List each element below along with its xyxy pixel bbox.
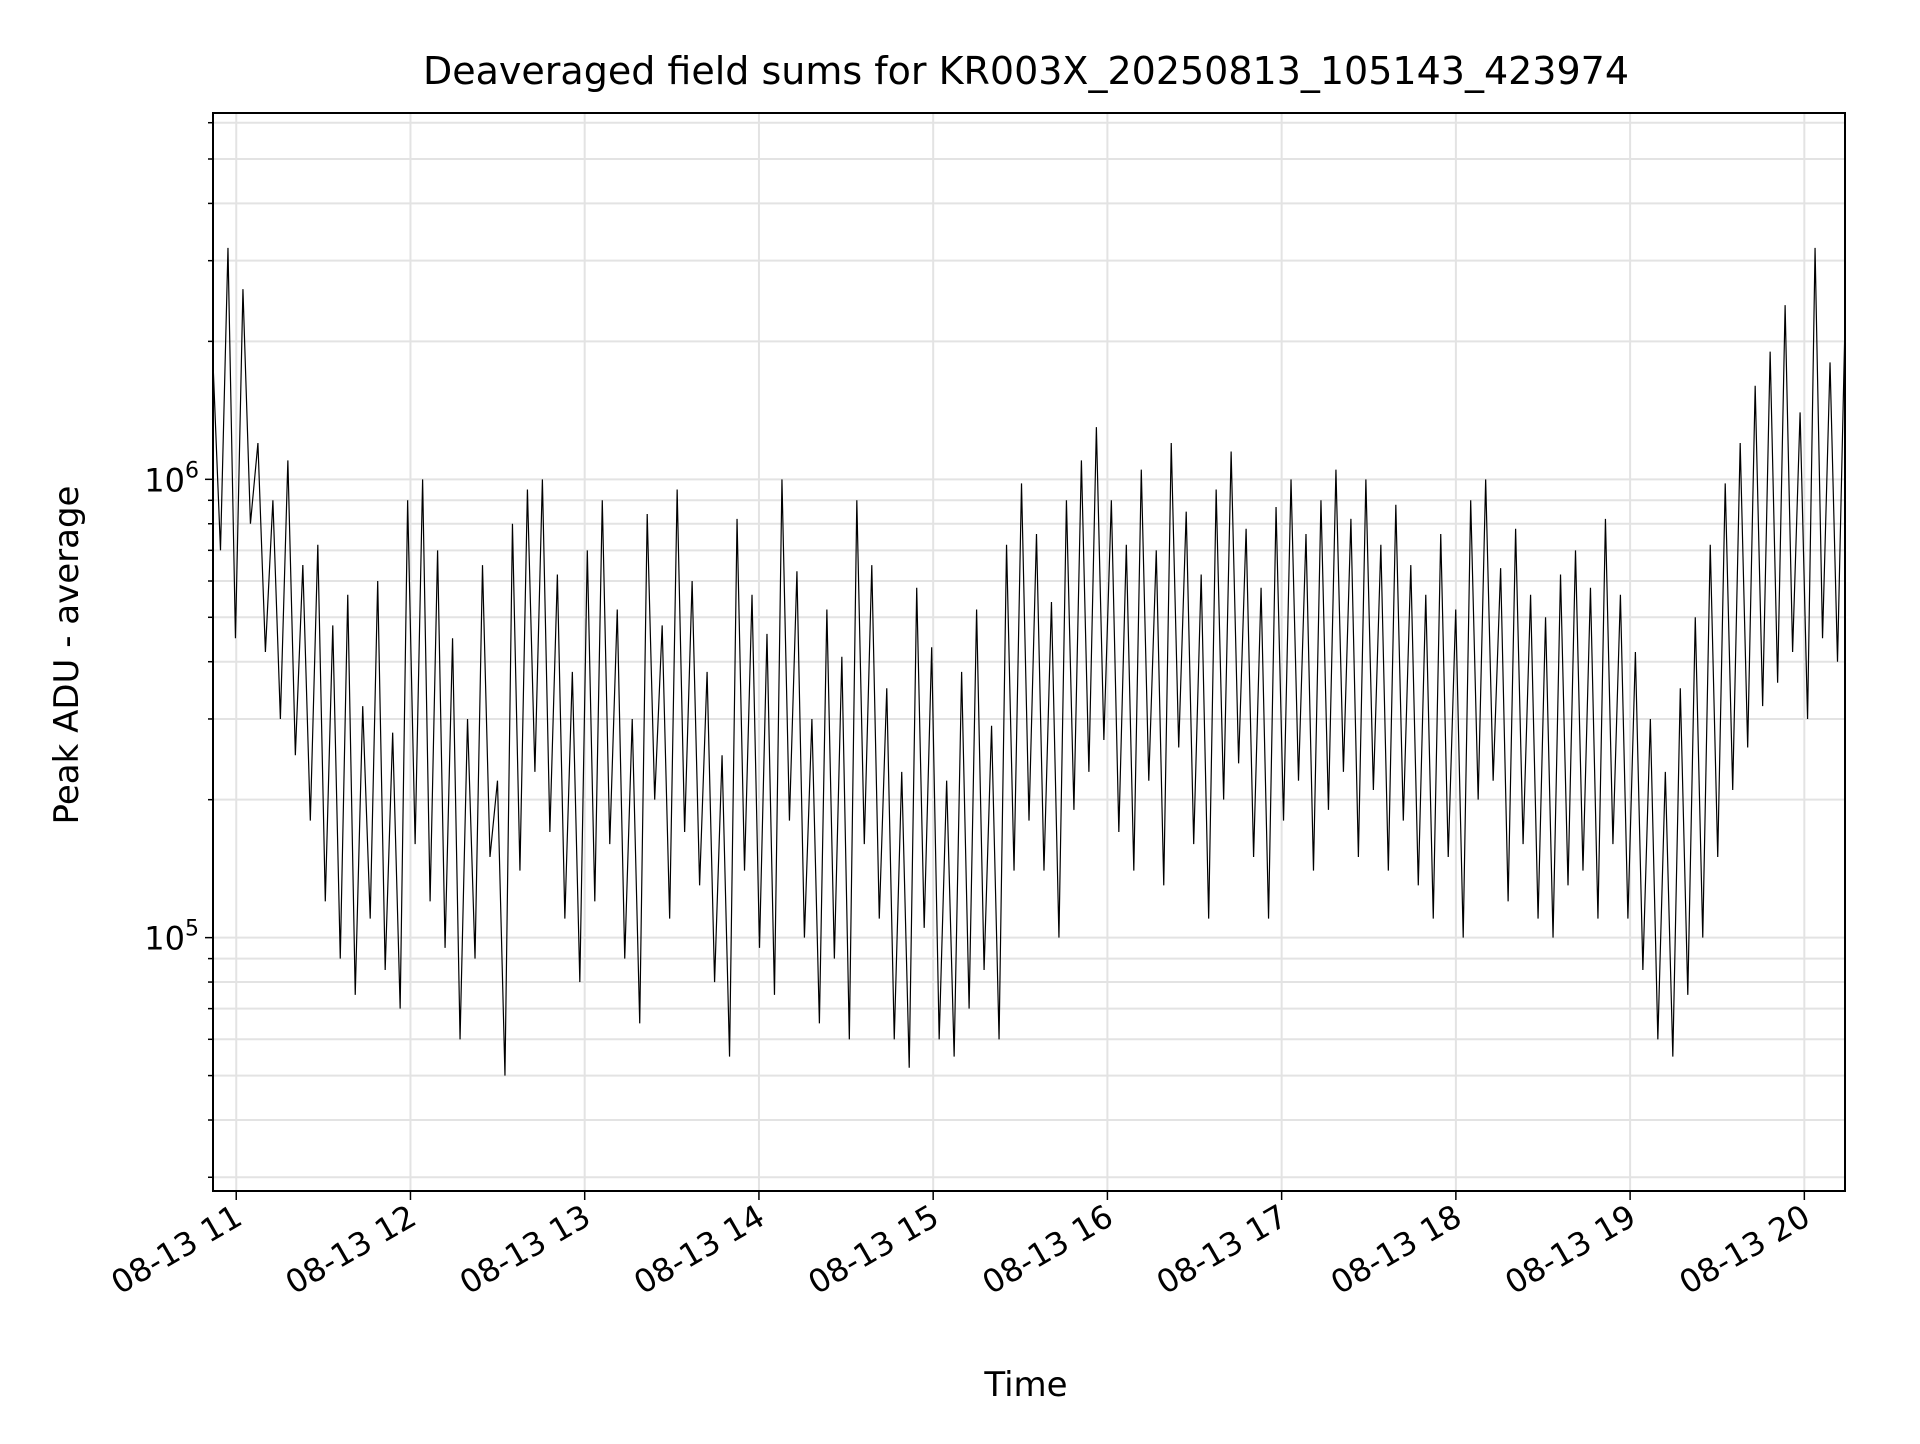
x-axis-label: Time bbox=[983, 1365, 1067, 1405]
y-axis-label: Peak ADU - average bbox=[47, 486, 87, 825]
series-layer bbox=[212, 247, 1846, 1076]
plot-frame bbox=[212, 112, 1846, 1192]
chart-title: Deaveraged field sums for KR003X_2025081… bbox=[423, 49, 1629, 93]
series-line bbox=[212, 247, 1846, 1076]
y-tick-label: 106 bbox=[144, 458, 199, 499]
y-tick-label: 105 bbox=[144, 917, 199, 958]
